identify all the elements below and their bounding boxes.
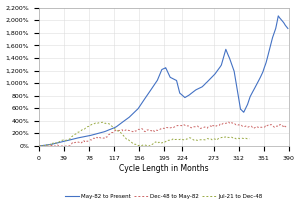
May-82 to Present: [37, 145, 41, 147]
Dec-48 to May-82: [37, 145, 41, 147]
Jul-21 to Dec-48: [169, 139, 173, 141]
Dec-48 to May-82: [214, 124, 217, 127]
Jul-21 to Dec-48: [43, 144, 46, 147]
Line: May-82 to Present: May-82 to Present: [39, 16, 288, 146]
Jul-21 to Dec-48: [100, 121, 104, 123]
Legend: May-82 to Present, Dec-48 to May-82, Jul-21 to Dec-48: May-82 to Present, Dec-48 to May-82, Jul…: [63, 192, 265, 202]
Dec-48 to May-82: [224, 122, 227, 125]
May-82 to Present: [214, 72, 217, 74]
Dec-48 to May-82: [243, 125, 246, 128]
May-82 to Present: [204, 82, 208, 84]
Dec-48 to May-82: [286, 126, 290, 129]
Dec-48 to May-82: [67, 145, 70, 147]
May-82 to Present: [224, 50, 227, 53]
May-82 to Present: [277, 15, 280, 17]
Jul-21 to Dec-48: [241, 137, 244, 139]
Dec-48 to May-82: [226, 121, 230, 123]
Jul-21 to Dec-48: [222, 135, 226, 138]
Jul-21 to Dec-48: [54, 142, 58, 144]
Dec-48 to May-82: [204, 126, 208, 129]
May-82 to Present: [286, 27, 290, 30]
Dec-48 to May-82: [230, 121, 233, 124]
Line: Jul-21 to Dec-48: Jul-21 to Dec-48: [39, 122, 250, 146]
May-82 to Present: [229, 61, 233, 64]
Jul-21 to Dec-48: [61, 139, 64, 141]
Line: Dec-48 to May-82: Dec-48 to May-82: [39, 122, 288, 146]
May-82 to Present: [67, 139, 70, 142]
Jul-21 to Dec-48: [37, 145, 41, 147]
Jul-21 to Dec-48: [248, 137, 251, 140]
X-axis label: Cycle Length in Months: Cycle Length in Months: [119, 164, 208, 172]
May-82 to Present: [242, 111, 245, 114]
